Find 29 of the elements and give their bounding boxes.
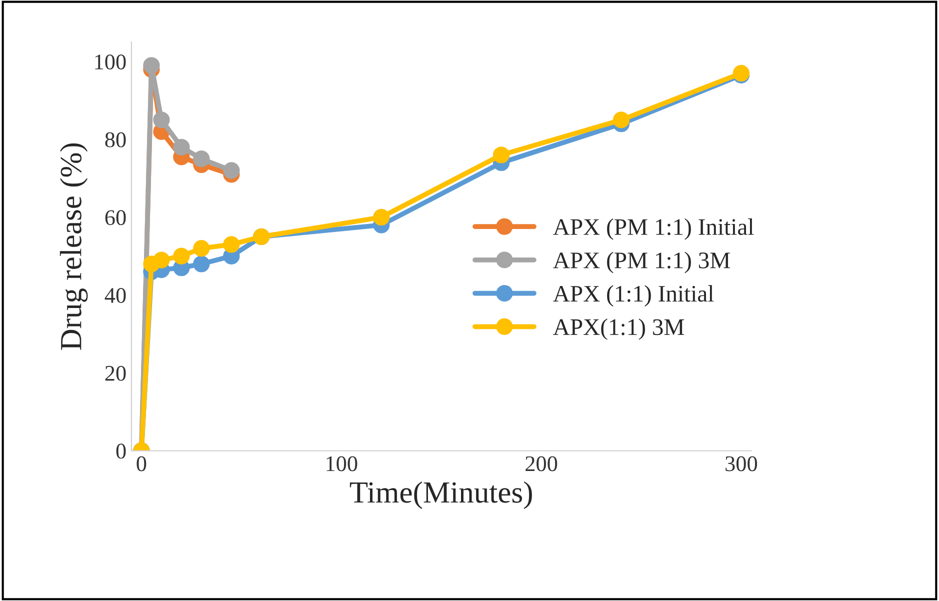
x-tick-label: 0 — [136, 456, 146, 472]
y-tick-label: 0 — [116, 444, 126, 459]
x-tick-label: 300 — [726, 456, 758, 472]
y-tick-label: 100 — [95, 54, 126, 70]
point — [143, 57, 160, 74]
y-axis-title: Drug release (%) — [60, 143, 88, 350]
legend-label: APX(1:1) 3M — [553, 318, 684, 340]
legend-label: APX (1:1) Initial — [553, 285, 714, 307]
x-tick-label: 200 — [526, 456, 558, 472]
y-tick-label: 40 — [104, 288, 126, 303]
point — [223, 236, 240, 253]
point — [193, 240, 210, 257]
x-axis-title: Time(Minutes) — [350, 481, 532, 510]
point — [193, 150, 210, 168]
point — [193, 256, 210, 272]
legend-label: APX (PM 1:1) Initial — [553, 218, 754, 240]
point — [153, 252, 170, 268]
point — [223, 162, 240, 179]
y-tick-label: 60 — [105, 210, 126, 226]
y-tick-label: 80 — [105, 132, 126, 148]
point — [173, 248, 190, 264]
point — [612, 112, 630, 128]
point — [373, 208, 390, 226]
point — [492, 146, 510, 164]
y-tick-label: 20 — [105, 366, 126, 381]
point — [173, 138, 190, 156]
x-tick-label: 100 — [326, 456, 358, 472]
point — [153, 112, 170, 128]
legend-label: APX (PM 1:1) 3M — [553, 252, 730, 274]
